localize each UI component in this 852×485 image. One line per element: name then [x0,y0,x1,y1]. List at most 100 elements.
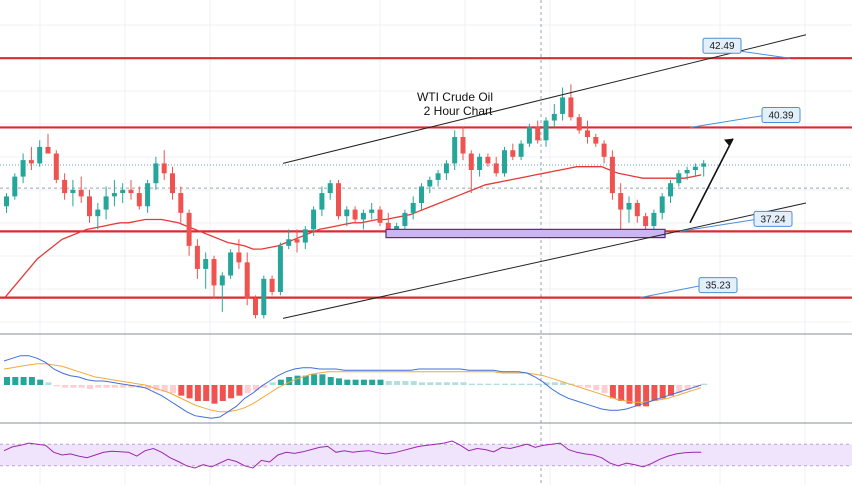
level-label-box [702,37,742,54]
candle-body [684,170,690,174]
macd-bar [560,382,567,385]
macd-bar [477,383,484,385]
level-label-leader [689,114,765,128]
candle-body [543,120,549,141]
candle [178,186,184,223]
moving-average-line [3,166,702,300]
level-label-box [761,106,801,123]
candle-body [253,298,258,316]
level-label-leader [639,285,702,299]
candle [269,275,275,296]
candle [161,150,167,180]
candle-body [78,189,84,197]
macd-bar [145,385,152,389]
macd-bar [468,383,475,385]
candle-body [211,259,217,286]
candle-body [319,193,325,210]
macd-bar [601,385,608,393]
macd-bar [419,382,425,385]
candle-body [485,156,491,164]
candle-body [435,173,441,180]
candle-body [12,176,18,197]
macd-pane [3,355,708,419]
candle-body [244,262,250,299]
candle-body [609,156,615,194]
candle [302,226,308,250]
macd-bar [12,377,19,385]
candle-body [120,189,126,194]
moving-average [3,166,702,300]
channel-lower [282,202,807,319]
candle-body [236,252,242,263]
macd-bar [634,385,641,407]
level-label: 35.23 [698,277,738,294]
macd-bar [593,385,600,391]
macd-bar [236,385,243,396]
macd-bar [402,381,409,385]
macd-bar [319,374,326,385]
candle-body [468,153,474,170]
candle [576,113,582,134]
candle-body [53,153,59,180]
annotations: 42.49 40.39 37.24 35.23 [282,34,807,319]
candle [468,150,474,194]
candle [228,249,234,279]
macd-bar [502,383,508,385]
macd-bar [178,385,185,396]
candle-body [576,117,582,131]
candle [203,252,209,289]
macd-bar [585,385,591,388]
candle [53,150,59,184]
macd-bar [701,383,708,385]
candle-body [20,160,26,177]
rsi-pane [0,440,852,469]
macd-bar [427,382,434,385]
macd-bar [45,382,52,385]
macd-bar [626,385,633,404]
macd-bar [78,385,85,388]
candle-body [302,229,308,243]
candle [352,206,358,223]
candle [477,153,483,177]
chart-title-line2: 2 Hour Chart [424,104,493,118]
candle [493,156,499,177]
candle-body [161,163,167,174]
candle [618,183,624,230]
candle-body [427,179,433,187]
candle-body [402,212,408,227]
macd-bar [352,379,359,385]
macd-bar [161,385,168,392]
macd-bar [70,385,77,388]
candle [659,193,665,220]
candle-body [385,222,391,230]
candle-body [419,186,424,203]
candle [427,176,433,194]
candle [360,209,366,230]
macd-bar [277,379,284,385]
candle [634,199,640,223]
macd-bar [37,379,44,385]
macd-bar [203,385,210,401]
candle [419,183,424,210]
candle [37,140,43,167]
candle-body [560,97,566,114]
candle-body [692,166,698,170]
macd-bar [643,385,650,407]
macd-bar [344,379,351,385]
candle [286,229,292,250]
candle [593,133,599,147]
macd-bar [336,378,342,385]
candle-body [643,216,649,227]
level-label-box [753,210,793,227]
candle [551,104,557,128]
macd-bar [485,383,492,385]
candle [510,143,516,161]
candle [402,209,408,230]
candle [103,186,109,220]
candle [319,186,325,217]
projection-arrow [689,138,734,224]
candle [170,166,175,200]
candle-body [618,193,624,210]
candle [560,87,566,121]
